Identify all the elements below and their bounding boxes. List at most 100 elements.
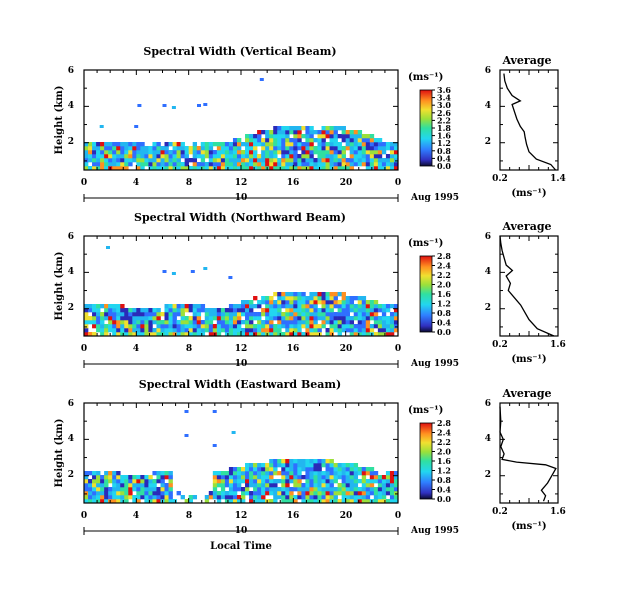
heatmap-cell — [120, 142, 125, 147]
heatmap-cell — [361, 312, 367, 317]
heatmap-cell — [273, 483, 278, 488]
heatmap-cell — [100, 304, 105, 309]
heatmap-cell — [104, 158, 109, 163]
heatmap-cell — [345, 471, 350, 476]
heatmap-cell — [245, 471, 250, 476]
heatmap-cell — [273, 495, 278, 500]
heatmap-cell — [321, 296, 326, 301]
heatmap-cell — [84, 312, 89, 317]
heatmap-cell — [365, 142, 371, 147]
heatmap-cell — [313, 146, 318, 151]
heatmap-cell — [285, 304, 290, 309]
heatmap-cell — [249, 150, 254, 155]
heatmap-cell — [96, 320, 101, 325]
heatmap-cell — [228, 316, 234, 321]
heatmap-cell — [385, 491, 391, 496]
heatmap-cell — [249, 142, 254, 147]
heatmap-cell — [128, 162, 133, 167]
heatmap-cell — [164, 475, 169, 480]
heatmap-cell — [265, 479, 270, 484]
heatmap-cell — [245, 308, 250, 313]
heatmap-cell — [216, 158, 222, 163]
colorbar-tick-label: 3.6 — [437, 85, 451, 95]
axes-ticks — [83, 402, 399, 503]
heatmap-cell — [333, 126, 338, 131]
heatmap-cell — [212, 483, 218, 488]
heatmap-cell — [241, 499, 246, 503]
heatmap-cell — [329, 499, 334, 503]
heatmap-cell — [341, 463, 346, 468]
heatmap-cell — [84, 304, 89, 309]
heatmap-cell — [365, 154, 371, 159]
heatmap-cell — [188, 320, 193, 325]
heatmap-cell — [224, 154, 230, 159]
heatmap-cell — [204, 146, 210, 151]
heatmap-cell — [297, 328, 302, 333]
heatmap-cell — [337, 308, 342, 313]
heatmap-cell — [341, 479, 346, 484]
heatmap-cell — [381, 499, 387, 503]
heatmap-cell — [100, 479, 105, 484]
heatmap-cell — [377, 328, 383, 333]
heatmap-cell — [156, 150, 161, 155]
heatmap-cell — [134, 125, 139, 128]
heatmap-cell — [253, 150, 258, 155]
heatmap-cell — [285, 150, 290, 155]
heatmap-cell — [106, 246, 110, 249]
heatmap-cell — [357, 150, 363, 155]
heatmap-cell — [92, 146, 97, 151]
heatmap-cell — [228, 162, 234, 167]
heatmap-cell — [124, 483, 129, 488]
heatmap-cell — [104, 142, 109, 147]
heatmap-cell — [164, 491, 169, 496]
heatmap-cell — [333, 320, 338, 325]
heatmap-cell — [329, 324, 334, 329]
heatmap-cell — [365, 479, 371, 484]
heatmap-cell — [160, 158, 165, 163]
heatmap-cell — [224, 162, 230, 167]
heatmap-cell — [381, 150, 387, 155]
heatmap-cell — [116, 150, 121, 155]
heatmap-cell — [249, 304, 254, 309]
heatmap-cell — [285, 328, 290, 333]
heatmap-cell — [285, 459, 290, 464]
heatmap-cell — [381, 487, 387, 492]
heatmap-cell — [148, 332, 153, 336]
heatmap-cell — [309, 471, 314, 476]
heatmap-cell — [140, 316, 145, 321]
heatmap-cell — [224, 166, 230, 170]
heatmap-cell — [313, 304, 318, 309]
heatmap-cell — [216, 471, 222, 476]
heatmap-cell — [333, 475, 338, 480]
colorbar-unit-label: (ms⁻¹) — [408, 405, 443, 416]
heatmap-cell — [377, 499, 383, 503]
heatmap-cell — [204, 162, 210, 167]
heatmap-cell — [349, 491, 355, 496]
heatmap-cell — [204, 495, 210, 500]
heatmap-cell — [317, 324, 322, 329]
heatmap-cell — [144, 328, 149, 333]
heatmap-cell — [369, 154, 375, 159]
heatmap-cell — [192, 150, 198, 155]
heatmap-cell — [333, 471, 338, 476]
date-day-label: 10 — [235, 193, 248, 203]
heatmap-cell — [317, 467, 322, 472]
heatmap-cell — [164, 328, 169, 333]
heatmap-cell — [140, 142, 145, 147]
heatmap-cell — [289, 296, 294, 301]
panel-eastward-beam: Spectral Width (Eastward Beam) Height (k… — [54, 378, 566, 552]
heatmap-cell — [329, 150, 334, 155]
heatmap-cell — [321, 162, 326, 167]
heatmap-cell — [293, 312, 298, 317]
heatmap-cell — [220, 471, 226, 476]
heatmap-cell — [112, 487, 117, 492]
heatmap-cell — [277, 487, 282, 492]
heatmap-cell — [277, 471, 282, 476]
heatmap-cell — [124, 316, 129, 321]
heatmap-cell — [228, 467, 234, 472]
heatmap-cell — [317, 495, 322, 500]
heatmap-cell — [321, 459, 326, 464]
heatmap-cell — [281, 296, 286, 301]
heatmap-cell — [220, 491, 226, 496]
heatmap-cell — [88, 332, 93, 336]
